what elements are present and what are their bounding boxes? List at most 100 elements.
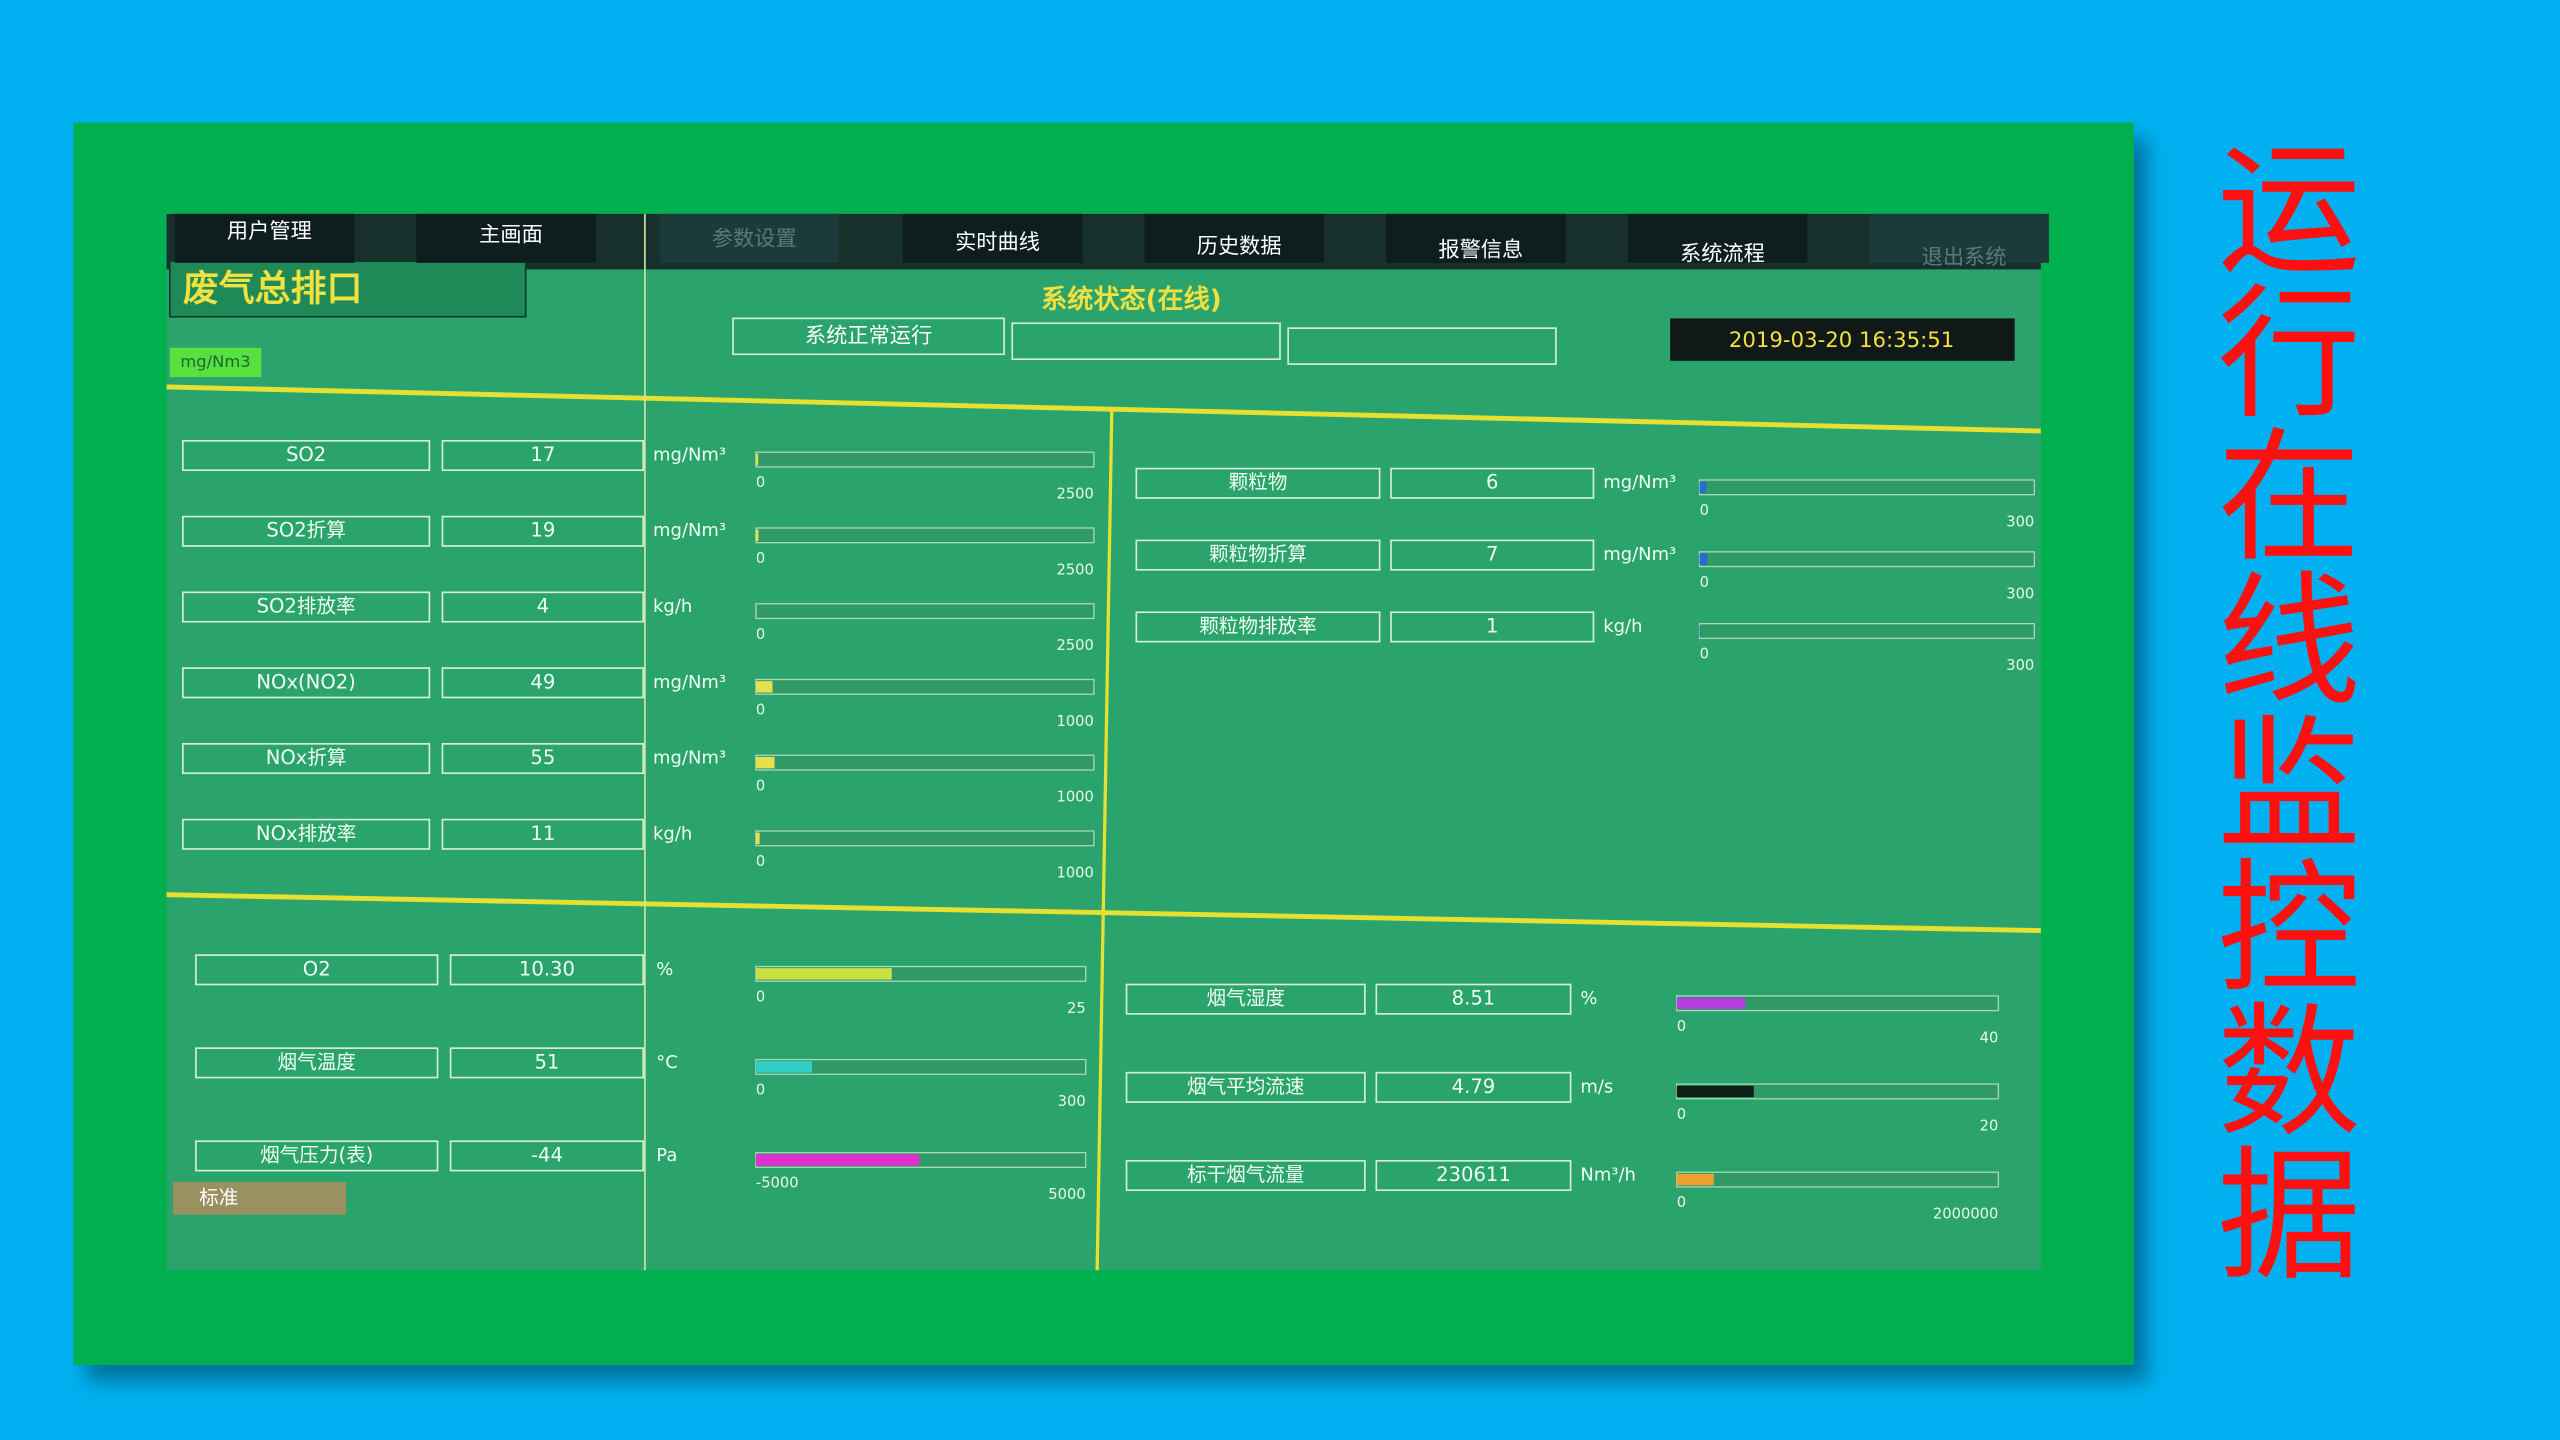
item-value: 55 xyxy=(530,746,555,769)
gauge-min: 0 xyxy=(756,702,765,719)
item-value: 19 xyxy=(530,519,555,542)
gauge-track xyxy=(1698,551,2035,568)
item-unit: Nm³/h xyxy=(1580,1165,1636,1186)
gauge-fill xyxy=(1699,553,1708,565)
item-value: 230611 xyxy=(1436,1163,1511,1186)
gauge-min: 0 xyxy=(1677,1194,1686,1211)
status-box xyxy=(1011,322,1281,360)
name-box xyxy=(182,667,431,699)
gauge-fill xyxy=(755,681,773,693)
gauge-min: 0 xyxy=(1700,502,1709,519)
gauge-track xyxy=(1676,1171,2000,1188)
name-box xyxy=(1125,983,1366,1015)
value-box xyxy=(441,515,645,547)
gauge-min: 0 xyxy=(756,626,765,643)
tab-label: 历史数据 xyxy=(1197,234,1282,259)
tab[interactable] xyxy=(416,213,596,263)
gauge-fill xyxy=(755,529,759,542)
value-box xyxy=(1375,983,1572,1015)
item-name: 烟气温度 xyxy=(278,1050,356,1073)
clock-box xyxy=(1670,318,2015,361)
item-value: 6 xyxy=(1486,471,1498,494)
name-box xyxy=(182,818,431,850)
tab-label: 用户管理 xyxy=(227,219,312,244)
divider xyxy=(1095,408,1114,1271)
name-box xyxy=(195,954,439,986)
status-box xyxy=(732,317,1005,356)
value-box xyxy=(441,440,645,472)
gauge-min: 0 xyxy=(756,550,765,567)
gauge-fill xyxy=(755,1154,920,1166)
gauge-track xyxy=(755,678,1095,695)
gauge-max: 40 xyxy=(1980,1029,1999,1046)
tab[interactable] xyxy=(174,213,355,263)
gauge-min: 0 xyxy=(1677,1018,1686,1035)
item-name: 颗粒物折算 xyxy=(1209,543,1307,566)
item-unit: m/s xyxy=(1580,1076,1613,1097)
station-name: 废气总排口 xyxy=(183,269,363,310)
tab[interactable] xyxy=(1386,213,1566,263)
gauge-max: 1000 xyxy=(1056,789,1093,806)
tab[interactable] xyxy=(1869,213,2049,263)
gauge-min: 0 xyxy=(756,989,765,1006)
gauge-max: 300 xyxy=(2006,513,2034,530)
gauge-max: 5000 xyxy=(1048,1186,1085,1203)
item-name: 烟气平均流速 xyxy=(1187,1075,1304,1098)
gauge-track xyxy=(755,603,1095,620)
item-unit: mg/Nm³ xyxy=(1603,472,1676,493)
gauge-track xyxy=(1698,623,2035,640)
item-value: 17 xyxy=(530,443,555,466)
gauge-max: 2000000 xyxy=(1933,1206,1998,1223)
tab[interactable] xyxy=(659,213,840,263)
name-box xyxy=(195,1140,439,1172)
gauge-min: 0 xyxy=(1677,1106,1686,1123)
gauge-track xyxy=(1698,479,2035,496)
gauge-fill xyxy=(1676,997,1746,1009)
gauge-fill xyxy=(1699,625,1701,637)
item-name: NOx(NO2) xyxy=(256,670,355,693)
gauge-max: 1000 xyxy=(1056,713,1093,730)
name-box xyxy=(195,1047,439,1079)
item-name: SO2折算 xyxy=(266,519,345,542)
gauge-fill xyxy=(755,605,757,617)
gauge-fill xyxy=(1676,1173,1714,1186)
item-unit: kg/h xyxy=(1603,616,1642,637)
item-unit: mg/Nm³ xyxy=(653,748,726,769)
value-box xyxy=(1390,467,1595,499)
footer-button[interactable] xyxy=(173,1182,347,1215)
tab[interactable] xyxy=(1627,213,1808,263)
gauge-track xyxy=(755,527,1095,544)
value-box xyxy=(441,743,645,775)
value-box xyxy=(441,667,645,699)
unit-button-label: mg/Nm3 xyxy=(180,352,250,371)
gauge-max: 300 xyxy=(1058,1093,1086,1110)
item-unit: °C xyxy=(656,1052,678,1073)
item-name: 烟气压力(表) xyxy=(260,1143,373,1166)
status-box xyxy=(1287,327,1557,365)
value-box xyxy=(1390,539,1595,571)
item-name: O2 xyxy=(303,957,331,980)
screen xyxy=(166,213,2041,1271)
gauge-min: 0 xyxy=(756,853,765,870)
name-box xyxy=(182,440,431,472)
tab-label: 参数设置 xyxy=(712,226,797,251)
gauge-max: 2500 xyxy=(1056,561,1093,578)
item-value: 49 xyxy=(530,670,555,693)
tab[interactable] xyxy=(1144,213,1325,263)
item-unit: Pa xyxy=(656,1145,677,1166)
item-value: 11 xyxy=(530,822,555,845)
name-box xyxy=(1125,1071,1366,1103)
gauge-fill xyxy=(755,832,760,845)
gauge-track xyxy=(755,754,1095,771)
gauge-track xyxy=(755,451,1095,468)
gauge-max: 300 xyxy=(2006,657,2034,674)
item-name: 颗粒物排放率 xyxy=(1199,614,1316,637)
gauge-fill xyxy=(755,1061,812,1073)
tab[interactable] xyxy=(902,213,1083,263)
item-value: 8.51 xyxy=(1452,987,1496,1010)
name-box xyxy=(1135,611,1381,643)
item-name: NOx折算 xyxy=(266,746,347,769)
item-unit: mg/Nm³ xyxy=(653,672,726,693)
unit-button[interactable] xyxy=(169,347,262,378)
